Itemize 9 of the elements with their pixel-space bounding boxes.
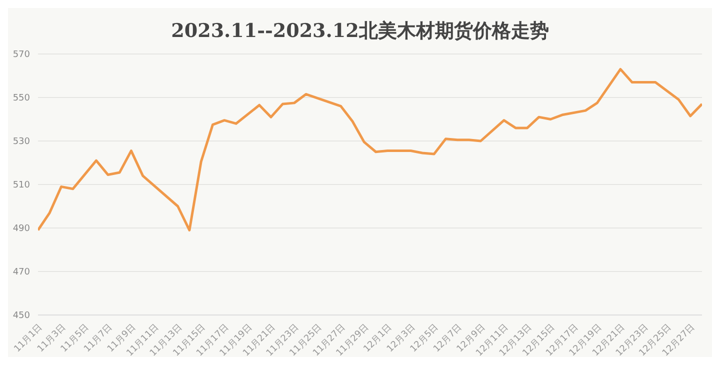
y-tick-label: 450 (12, 311, 30, 322)
y-tick-label: 490 (12, 224, 30, 234)
chart-title: 2023.11--2023.12北美木材期货价格走势 (170, 19, 550, 44)
y-tick-label: 470 (12, 268, 30, 278)
y-tick-label: 570 (12, 50, 30, 60)
y-tick-label: 530 (12, 137, 30, 148)
line-series (38, 68, 702, 232)
y-tick-label: 550 (12, 94, 30, 104)
y-tick-label: 510 (12, 180, 30, 191)
